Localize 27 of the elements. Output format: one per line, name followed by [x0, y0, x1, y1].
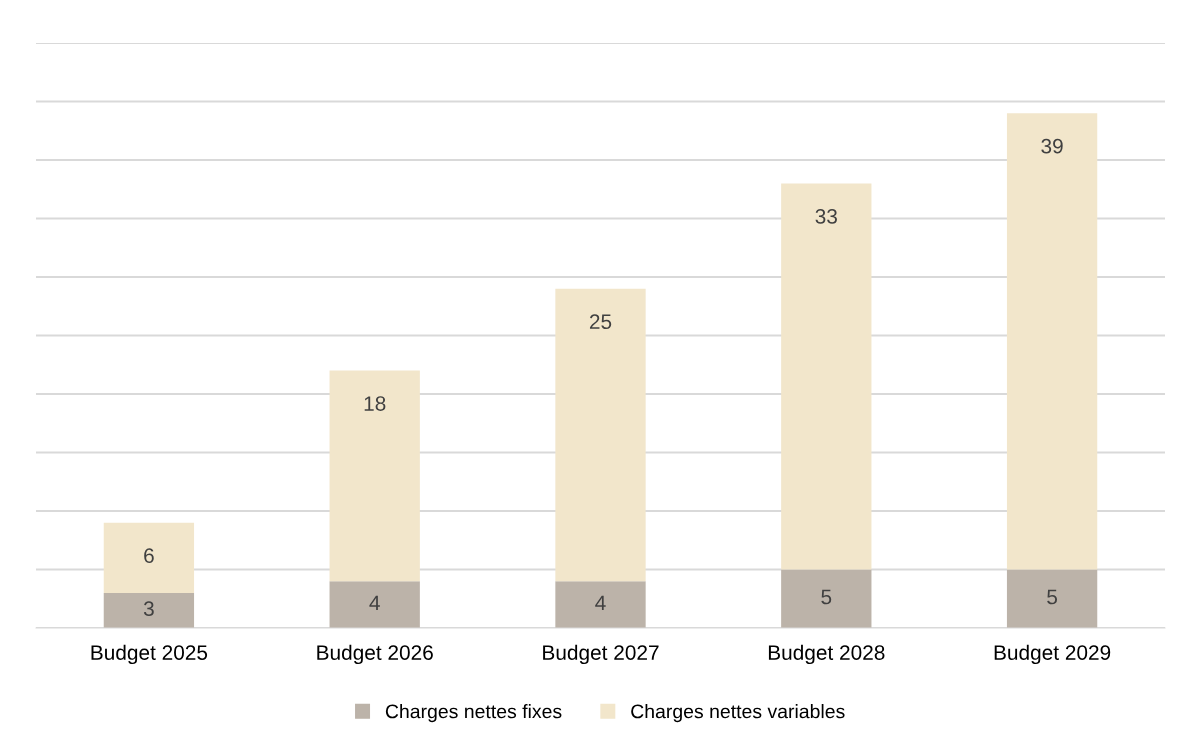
x-tick-label: Budget 2029	[994, 644, 1111, 665]
data-label: 18	[364, 396, 386, 411]
bar	[329, 370, 420, 582]
bar	[103, 592, 195, 628]
bar	[555, 581, 646, 628]
data-label: 39	[1041, 138, 1063, 154]
legend-label: Charges nettes fixes	[385, 704, 562, 723]
bar	[781, 183, 872, 570]
data-label: 25	[589, 314, 612, 330]
data-label: 5	[821, 589, 832, 605]
x-tick-label: Budget 2027	[543, 644, 659, 665]
data-label: 5	[1047, 589, 1058, 605]
legend-label: Charges nettes variables	[631, 704, 845, 723]
x-tick-label: Budget 2028	[768, 644, 885, 665]
x-tick-label: Budget 2025	[91, 644, 208, 665]
bar	[555, 288, 646, 582]
data-label: 4	[369, 595, 380, 610]
bar	[1006, 113, 1098, 570]
data-label: 3	[143, 601, 154, 617]
bar	[781, 569, 872, 628]
bar	[103, 522, 195, 593]
data-label: 6	[144, 548, 154, 564]
data-label: 4	[595, 595, 606, 610]
bar	[329, 581, 420, 628]
x-tick-label: Budget 2026	[317, 644, 433, 665]
bar	[1006, 569, 1098, 628]
data-label: 33	[815, 208, 837, 224]
